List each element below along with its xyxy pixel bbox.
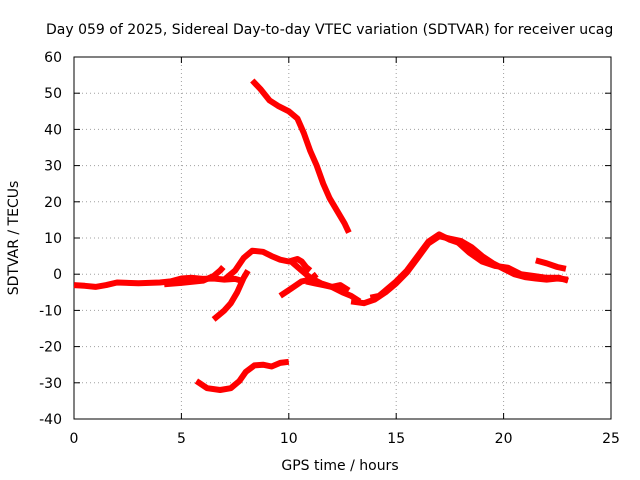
series-trace-5 [194, 358, 290, 393]
y-tick-label: 10 [44, 231, 62, 247]
y-axis-label: SDTVAR / TECUs [6, 181, 22, 296]
series-trace-3 [211, 269, 251, 322]
chart-title: Day 059 of 2025, Sidereal Day-to-day VTE… [46, 22, 613, 38]
series-trace-11 [369, 231, 462, 301]
axis-ticks: 0 5 10 15 20 25 -40 -30 -20 -10 0 10 20 30 40 50 60 [39, 50, 620, 447]
y-tick-label: 20 [44, 195, 62, 211]
y-tick-label: 0 [53, 267, 62, 283]
y-tick-label: 30 [44, 159, 62, 175]
grid [74, 57, 611, 419]
x-tick-label: 15 [387, 431, 405, 447]
x-tick-label: 0 [70, 431, 79, 447]
series-trace-4 [222, 247, 313, 282]
series-group [73, 78, 569, 393]
y-tick-label: 60 [44, 50, 62, 66]
y-tick-label: -20 [39, 340, 62, 356]
y-tick-label: -30 [39, 376, 62, 392]
series-trace-9 [305, 278, 351, 294]
x-tick-label: 5 [177, 431, 186, 447]
series-trace-1 [73, 274, 243, 290]
y-tick-label: -40 [39, 412, 62, 428]
x-tick-label: 10 [280, 431, 298, 447]
series-trace-13 [535, 257, 567, 272]
x-tick-label: 20 [495, 431, 513, 447]
y-tick-label: 40 [44, 122, 62, 138]
y-tick-label: -10 [39, 303, 62, 319]
x-tick-label: 25 [602, 431, 620, 447]
series-trace-6 [250, 78, 352, 234]
y-tick-label: 50 [44, 86, 62, 102]
series-trace-2 [163, 265, 226, 288]
x-axis-label: GPS time / hours [281, 458, 398, 474]
series-trace-12 [454, 238, 569, 284]
